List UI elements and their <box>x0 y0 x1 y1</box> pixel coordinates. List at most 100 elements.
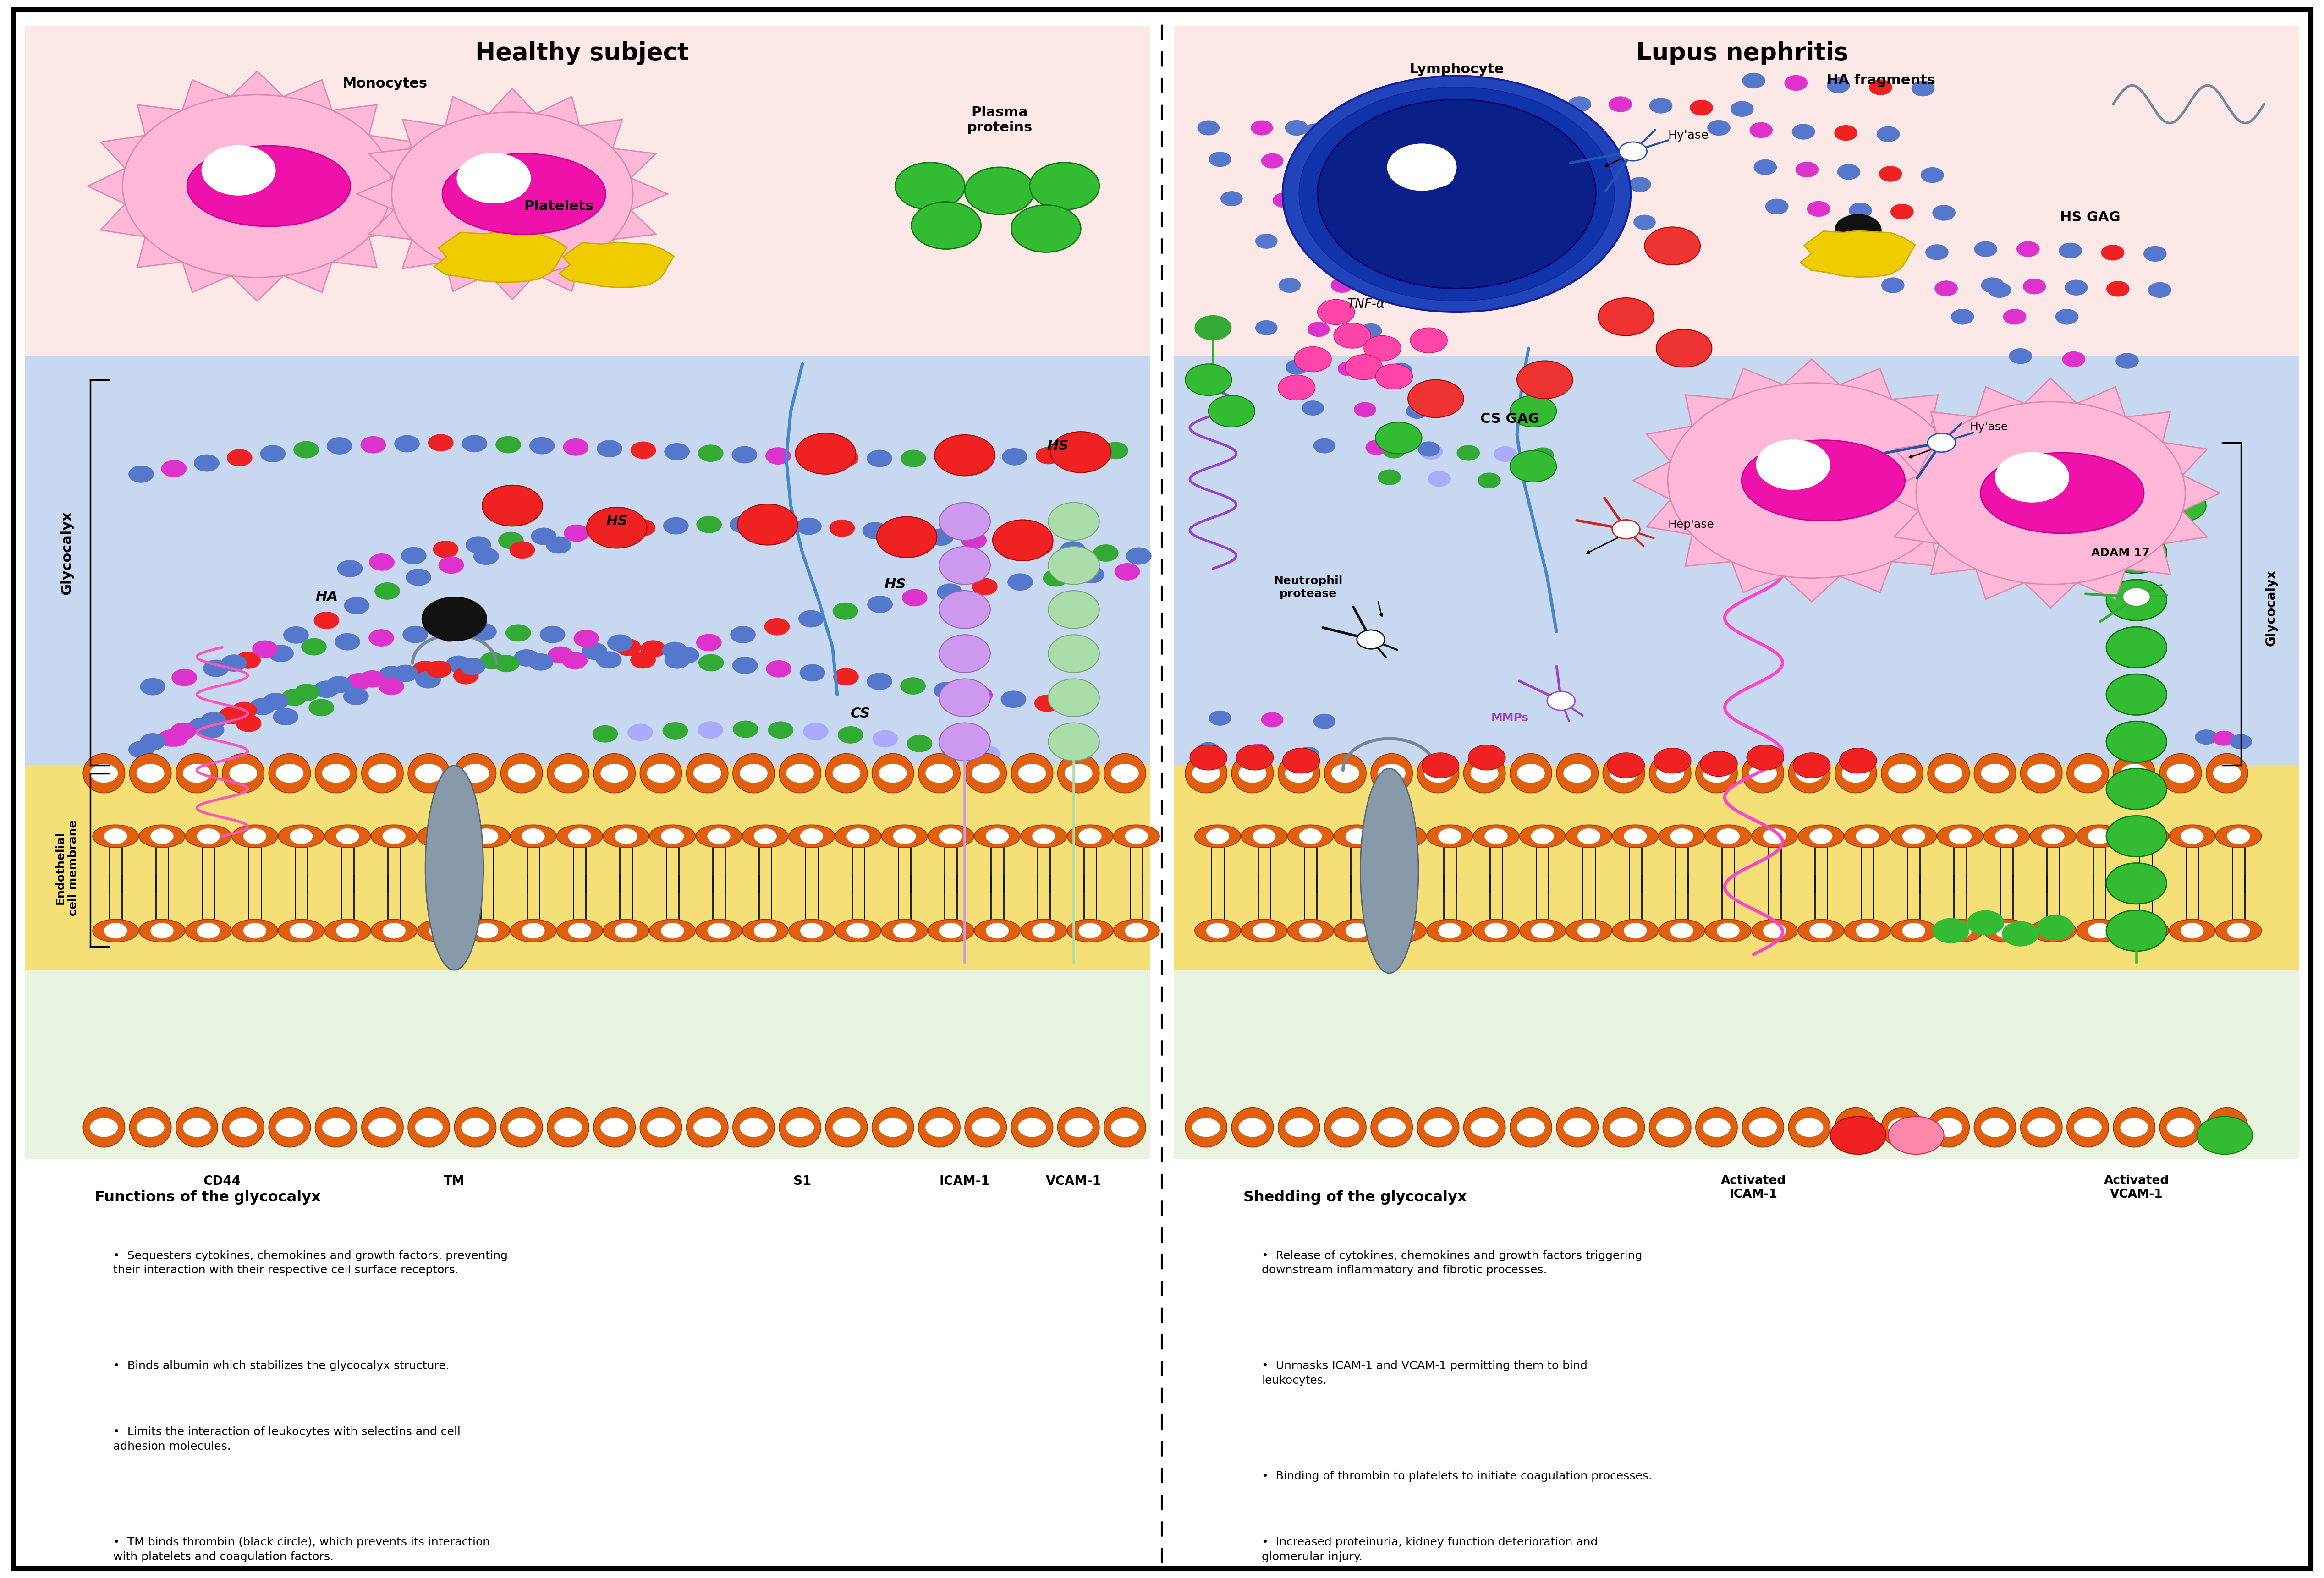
Circle shape <box>693 1117 720 1136</box>
Circle shape <box>1834 125 1857 140</box>
Circle shape <box>614 828 637 844</box>
Circle shape <box>1018 1117 1046 1136</box>
Circle shape <box>495 655 518 672</box>
Circle shape <box>402 626 428 644</box>
Circle shape <box>934 682 960 699</box>
Circle shape <box>985 828 1009 844</box>
Circle shape <box>2106 626 2166 667</box>
Circle shape <box>832 764 860 783</box>
Circle shape <box>697 721 723 739</box>
Circle shape <box>1690 99 1713 115</box>
Circle shape <box>730 626 755 644</box>
Circle shape <box>2212 1117 2240 1136</box>
Ellipse shape <box>1418 1108 1459 1147</box>
Ellipse shape <box>558 920 602 942</box>
Circle shape <box>1387 144 1457 191</box>
Ellipse shape <box>1334 920 1380 942</box>
Circle shape <box>967 686 992 704</box>
Ellipse shape <box>1520 825 1566 847</box>
Text: HS: HS <box>607 514 627 529</box>
Circle shape <box>1518 361 1573 399</box>
Text: Hep'ase: Hep'ase <box>1669 519 1715 530</box>
Circle shape <box>925 1117 953 1136</box>
Circle shape <box>1613 519 1641 538</box>
Circle shape <box>370 630 395 647</box>
Ellipse shape <box>648 920 695 942</box>
Text: ICAM-1: ICAM-1 <box>939 1174 990 1188</box>
Ellipse shape <box>834 920 881 942</box>
Ellipse shape <box>1973 1108 2015 1147</box>
Ellipse shape <box>732 754 774 792</box>
Circle shape <box>1078 828 1102 844</box>
Circle shape <box>267 645 293 663</box>
Circle shape <box>1208 151 1232 167</box>
Text: Hy'ase: Hy'ase <box>1968 421 2008 432</box>
Text: •  TM binds thrombin (black circle), which prevents its interaction
with platele: • TM binds thrombin (black circle), whic… <box>114 1537 490 1562</box>
Ellipse shape <box>1278 1108 1320 1147</box>
Circle shape <box>193 454 218 472</box>
Circle shape <box>1318 300 1355 325</box>
Circle shape <box>1973 241 1996 257</box>
Circle shape <box>2106 816 2166 857</box>
Circle shape <box>1924 245 1948 260</box>
Circle shape <box>1064 764 1092 783</box>
Circle shape <box>1948 828 1971 844</box>
Circle shape <box>697 445 723 462</box>
Circle shape <box>395 436 421 453</box>
Circle shape <box>846 828 869 844</box>
Circle shape <box>1980 1117 2008 1136</box>
Ellipse shape <box>1325 754 1367 792</box>
Circle shape <box>902 450 925 467</box>
Circle shape <box>892 828 916 844</box>
Circle shape <box>1703 764 1731 783</box>
Circle shape <box>762 516 788 533</box>
Ellipse shape <box>593 754 634 792</box>
Ellipse shape <box>223 1108 265 1147</box>
Circle shape <box>795 434 855 473</box>
Circle shape <box>1471 764 1499 783</box>
Circle shape <box>383 828 404 844</box>
Circle shape <box>1339 123 1362 139</box>
Circle shape <box>799 611 825 628</box>
Circle shape <box>2119 1117 2147 1136</box>
Circle shape <box>1934 1117 1961 1136</box>
Ellipse shape <box>2075 920 2122 942</box>
FancyBboxPatch shape <box>1174 357 2298 773</box>
Circle shape <box>1620 142 1648 161</box>
Circle shape <box>832 603 858 620</box>
Circle shape <box>2226 923 2250 939</box>
Circle shape <box>481 484 541 525</box>
Text: HA fragments: HA fragments <box>1827 74 1936 87</box>
Text: •  Unmasks ICAM-1 and VCAM-1 permitting them to bind
leukocytes.: • Unmasks ICAM-1 and VCAM-1 permitting t… <box>1262 1360 1587 1385</box>
Circle shape <box>895 163 964 210</box>
Circle shape <box>393 112 632 276</box>
Circle shape <box>1392 828 1415 844</box>
Ellipse shape <box>2205 1108 2247 1147</box>
Circle shape <box>1657 764 1685 783</box>
FancyBboxPatch shape <box>26 25 1150 365</box>
Ellipse shape <box>2113 754 2154 792</box>
Circle shape <box>277 764 304 783</box>
Circle shape <box>1518 764 1545 783</box>
Circle shape <box>2022 279 2045 295</box>
Circle shape <box>1278 376 1315 401</box>
Ellipse shape <box>1697 1108 1738 1147</box>
Ellipse shape <box>1927 1108 1968 1147</box>
Ellipse shape <box>939 723 990 761</box>
Circle shape <box>1827 77 1850 93</box>
Circle shape <box>235 715 260 732</box>
Circle shape <box>105 923 128 939</box>
Polygon shape <box>88 71 428 301</box>
Circle shape <box>1125 828 1148 844</box>
Circle shape <box>446 655 472 672</box>
Circle shape <box>1994 923 2017 939</box>
Text: Neutrophil
protease: Neutrophil protease <box>1274 576 1343 600</box>
FancyBboxPatch shape <box>14 9 2310 1569</box>
Circle shape <box>1757 440 1831 489</box>
Circle shape <box>1980 764 2008 783</box>
Circle shape <box>1239 764 1267 783</box>
Ellipse shape <box>939 634 990 672</box>
Ellipse shape <box>409 754 451 792</box>
Circle shape <box>184 1117 211 1136</box>
Circle shape <box>1002 691 1027 709</box>
